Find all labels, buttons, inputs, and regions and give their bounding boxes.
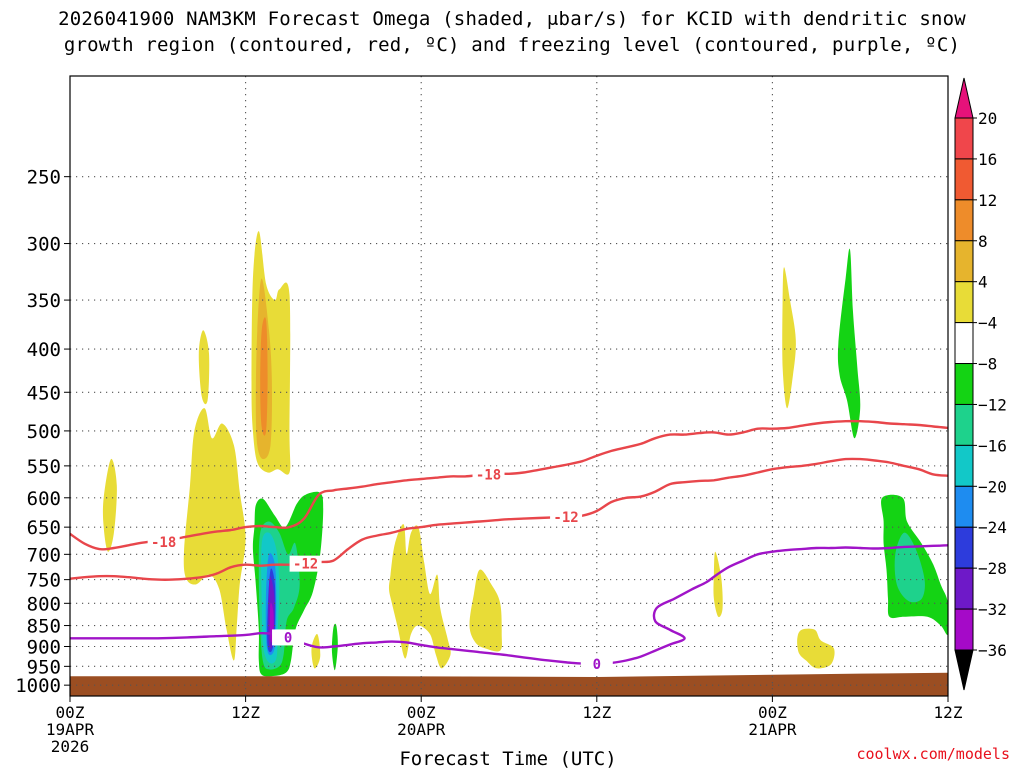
colorbar-label: 4 [978,273,988,292]
colorbar-bin [954,363,974,405]
contours: -18 -18 -12 -12 0 0 [70,419,948,673]
colorbar-label: −24 [978,518,1007,537]
x-tick-label-0h-1: 19APR [46,720,95,739]
x-tick-label-36h-0: 12Z [582,703,611,722]
chart-title-line2: growth region (contoured, red, ºC) and f… [63,34,961,56]
contour-label-bg [550,508,583,525]
colorbar-label: 12 [978,191,997,210]
y-tick-label-950: 950 [27,656,61,678]
x-tick-label-12h-0: 12Z [231,703,260,722]
colorbar-bottom-arrow [954,649,974,691]
y-tick-label-700: 700 [27,544,61,566]
colorbar: 20 16 12 8 4 −4 −8 −12 −16 −20 −24 −28 −32 −36 [954,77,1007,691]
contour-line--12 [70,457,948,581]
colorbar-label: −4 [978,314,997,333]
contour-label-bg [272,629,305,646]
colorbar-label: −16 [978,436,1007,455]
omega-region-rising-4 [198,330,210,405]
omega-region-rising-12 [260,317,268,436]
colorbar-label: −28 [978,559,1007,578]
y-tick-label-500: 500 [27,421,61,443]
colorbar-label: 20 [978,109,997,128]
omega-region-rising-4 [183,408,246,661]
colorbar-bin [954,526,974,569]
omega-region-rising-4 [311,633,321,669]
colorbar-bin [954,608,974,651]
x-tick-label-48h-0: 00Z [758,703,787,722]
y-tick-label-400: 400 [27,339,61,361]
contour-label--12: -12 [293,557,318,573]
contour-label--18: -18 [151,535,176,551]
x-tick-label-0h-2: 2026 [51,737,90,756]
colorbar-label: −32 [978,600,1007,619]
colorbar-top-arrow [954,77,974,119]
y-tick-label-900: 900 [27,637,61,659]
x-tick-label-48h-1: 21APR [748,720,797,739]
colorbar-label: −8 [978,355,997,374]
omega-region-rising-4 [388,524,451,669]
y-tick-label-450: 450 [27,382,61,404]
gridlines [70,76,948,696]
contour-label-bg [147,534,180,551]
y-tick-label-350: 350 [27,290,61,312]
plot-frame [69,75,949,697]
y-tick-label-650: 650 [27,517,61,539]
omega-region-sinking-8 [837,248,861,439]
colorbar-label: −36 [978,641,1007,660]
contour-line--18 [70,419,948,551]
y-axis: 2503003504004505005506006507007508008509… [15,167,70,697]
y-tick-label-850: 850 [27,616,61,638]
colorbar-label: −12 [978,395,1007,414]
omega-region-rising-4 [102,458,117,552]
y-tick-label-550: 550 [27,456,61,478]
x-tick-label-60h-0: 12Z [934,703,963,722]
x-axis-label: Forecast Time (UTC) [399,748,616,768]
omega-region-rising-4 [797,628,835,669]
omega-region-rising-4 [469,569,502,652]
contour-label-bg [472,466,505,483]
colorbar-bin [954,158,974,201]
colorbar-bin [954,199,974,242]
omega-region-sinking-12 [894,532,925,603]
x-tick-label-0h-0: 00Z [56,703,85,722]
credit-link[interactable]: coolwx.com/models [856,745,1010,763]
colorbar-bin [954,485,974,528]
y-tick-label-1000: 1000 [15,675,61,697]
colorbar-bin [954,567,974,610]
contour-label-0: 0 [593,657,601,673]
colorbar-label: 8 [978,232,988,251]
colorbar-label: 16 [978,150,997,169]
omega-shading [102,231,948,677]
contour-label-bg [289,555,322,572]
omega-region-rising-4 [406,574,412,600]
colorbar-bin [954,444,974,487]
x-tick-label-24h-1: 20APR [397,720,446,739]
chart-title-line1: 2026041900 NAM3KM Forecast Omega (shaded… [58,8,966,30]
colorbar-bin [954,322,974,365]
x-tick-label-24h-0: 00Z [407,703,436,722]
y-tick-label-250: 250 [27,167,61,189]
colorbar-bin [954,240,974,283]
colorbar-label: −20 [978,477,1007,496]
contour-label--18: -18 [476,467,501,483]
y-tick-label-750: 750 [27,570,61,592]
colorbar-bin [954,403,974,446]
contour-label-0: 0 [284,630,292,646]
terrain-ground [70,672,948,696]
contour-label-bg [580,656,613,673]
omega-region-rising-4 [782,267,796,409]
y-tick-label-300: 300 [27,234,61,256]
y-tick-label-800: 800 [27,593,61,615]
colorbar-bin [954,281,974,324]
colorbar-bin [954,117,974,160]
contour-label--12: -12 [553,510,578,526]
y-tick-label-600: 600 [27,488,61,510]
plot-area: -18 -18 -12 -12 0 0 250 300 350 400 450 500 550 600 65… [15,75,963,756]
omega-region-rising-4 [713,551,723,618]
